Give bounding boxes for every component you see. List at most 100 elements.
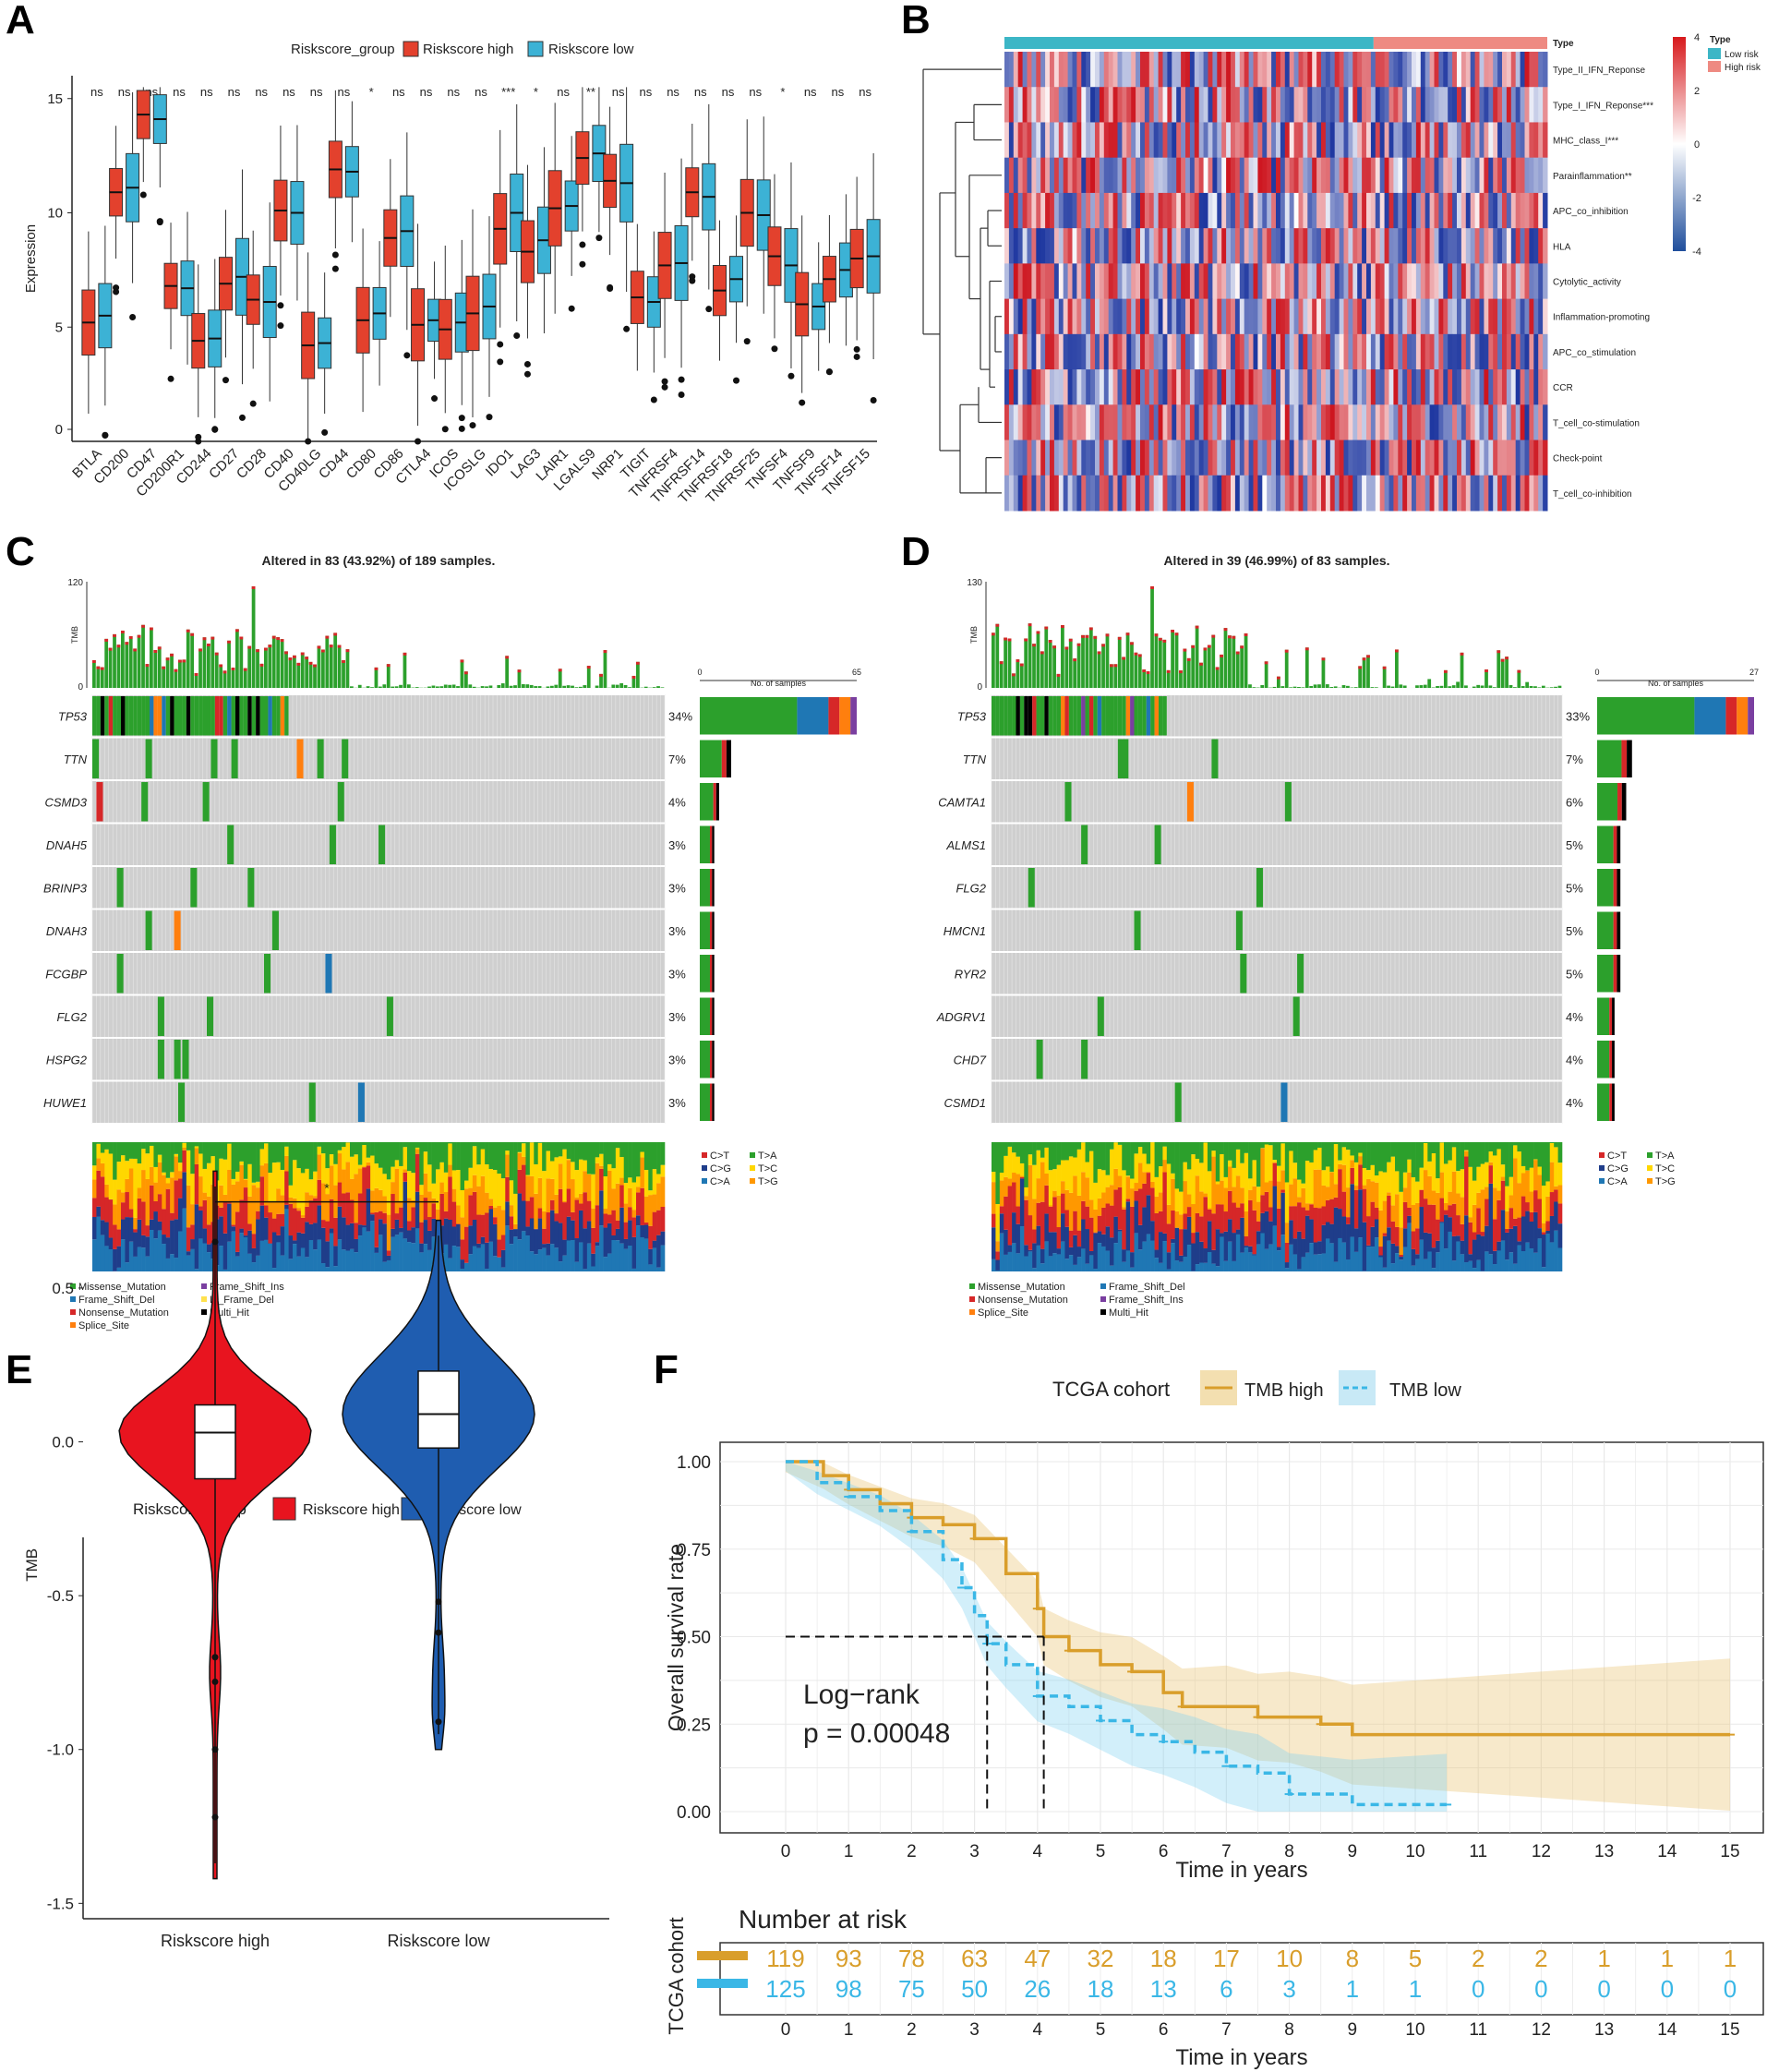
- heatmap-cell: [1144, 122, 1150, 159]
- heatmap-cell: [1502, 333, 1508, 370]
- tmb-bar: [1427, 679, 1432, 688]
- tmb-bar-top: [460, 659, 464, 663]
- heatmap-cell: [1524, 298, 1530, 335]
- heatmap-cell: [1524, 52, 1530, 88]
- heatmap-cell: [1379, 192, 1386, 229]
- heatmap-cell: [1271, 52, 1277, 88]
- tmb-bar-top: [342, 659, 345, 663]
- tmb-bar: [403, 652, 407, 688]
- heatmap-cell: [1366, 440, 1372, 476]
- heatmap-cell: [1244, 263, 1250, 300]
- tmb-bar: [219, 664, 223, 688]
- heatmap-cell: [1226, 333, 1232, 370]
- tmb-bar: [1304, 647, 1309, 688]
- heatmap-cell: [1004, 228, 1010, 264]
- heatmap-cell: [1465, 298, 1472, 335]
- tmb-bar: [1505, 657, 1509, 688]
- gene-label: FLG2: [56, 1010, 87, 1024]
- heatmap-cell: [1148, 228, 1155, 264]
- panel-label-d: D: [901, 529, 931, 574]
- heatmap-cell: [1434, 52, 1439, 88]
- heatmap-cell: [1452, 263, 1458, 300]
- heatmap-cell: [1172, 263, 1177, 300]
- tmb-bar: [1134, 652, 1138, 688]
- heatmap-cell: [1248, 475, 1254, 512]
- heatmap-cell: [1307, 87, 1313, 123]
- tmb-bar: [1260, 684, 1265, 688]
- titv-legend-swatch: [1647, 1165, 1653, 1171]
- tmb-bar: [150, 627, 153, 688]
- heatmap-cell: [1027, 122, 1032, 159]
- panel-b-heatmap: TypeType_II_IFN_ReponseType_I_IFN_Repons…: [922, 32, 1761, 512]
- heatmap-cell: [1484, 192, 1489, 229]
- heatmap-cell: [1298, 440, 1304, 476]
- heatmap-cell: [1407, 440, 1412, 476]
- survival-curve-low: [786, 1460, 1448, 1807]
- heatmap-cell: [1144, 228, 1150, 264]
- heatmap-cell: [1362, 122, 1367, 159]
- box-low-tnfsf4: [784, 162, 799, 379]
- heatmap-cell: [1488, 475, 1494, 512]
- tmb-bar: [1235, 651, 1240, 688]
- heatmap-cell: [1506, 333, 1512, 370]
- heatmap-cell: [1208, 87, 1213, 123]
- tmb-bar: [325, 635, 330, 688]
- heatmap-cell: [1366, 475, 1372, 512]
- heatmap-cell: [1366, 298, 1372, 335]
- heatmap-cell: [1280, 440, 1286, 476]
- box-high-cd80: [355, 228, 370, 413]
- risk-low-count: 0: [1597, 1975, 1610, 2003]
- x-axis-label: Time in years: [1175, 1858, 1307, 1883]
- tmb-bar-top: [207, 644, 210, 647]
- heatmap-cell: [1022, 122, 1028, 159]
- heatmap-cell: [1112, 475, 1118, 512]
- heatmap-cell: [1148, 475, 1155, 512]
- heatmap-cell: [1031, 440, 1037, 476]
- x-tick-label: 11: [1469, 1842, 1487, 1861]
- heatmap-cell: [1298, 157, 1304, 194]
- heatmap-cell: [1293, 228, 1299, 264]
- heatmap-cell: [1253, 404, 1258, 441]
- tmb-bar-top: [1012, 673, 1016, 677]
- heatmap-cell: [1126, 404, 1132, 441]
- variant-legend-swatch: [969, 1296, 975, 1302]
- heatmap-cell: [1185, 404, 1191, 441]
- heatmap-cell: [1031, 228, 1037, 264]
- heatmap-cell: [1457, 192, 1462, 229]
- heatmap-cell: [1013, 298, 1019, 335]
- heatmap-cell: [1398, 263, 1403, 300]
- heatmap-cell: [1470, 333, 1476, 370]
- titv-legend-swatch: [750, 1165, 755, 1171]
- variant-legend-label: Missense_Mutation: [78, 1282, 166, 1293]
- heatmap-cell: [1276, 192, 1281, 229]
- gene-percent: 3%: [668, 881, 686, 895]
- heatmap-cell: [1388, 263, 1394, 300]
- tmb-bar-top: [1223, 628, 1228, 632]
- heatmap-cell: [1194, 475, 1200, 512]
- tmb-bar-top: [247, 645, 252, 649]
- heatmap-cell: [1352, 475, 1358, 512]
- heatmap-cell: [1212, 228, 1218, 264]
- heatmap-cell: [1126, 440, 1132, 476]
- heatmap-cell: [1226, 228, 1232, 264]
- heatmap-cell: [1181, 263, 1186, 300]
- tmb-max-label: 130: [967, 578, 982, 588]
- heatmap-cell: [1533, 440, 1539, 476]
- gene-label: TTN: [64, 753, 88, 766]
- heatmap-cell: [1208, 298, 1213, 335]
- heatmap-cell: [1040, 228, 1046, 264]
- heatmap-cell: [1103, 475, 1110, 512]
- heatmap-cell: [1172, 157, 1177, 194]
- heatmap-cell: [1217, 333, 1222, 370]
- heatmap-cell: [1415, 475, 1422, 512]
- heatmap-cell: [1103, 263, 1110, 300]
- heatmap-cell: [1470, 369, 1476, 405]
- heatmap-cell: [1158, 333, 1163, 370]
- heatmap-cell: [1280, 87, 1286, 123]
- tmb-bar: [1179, 670, 1183, 688]
- heatmap-cell: [1334, 404, 1340, 441]
- heatmap-cell: [1448, 87, 1453, 123]
- heatmap-cell: [1036, 122, 1041, 159]
- heatmap-cell: [1086, 87, 1091, 123]
